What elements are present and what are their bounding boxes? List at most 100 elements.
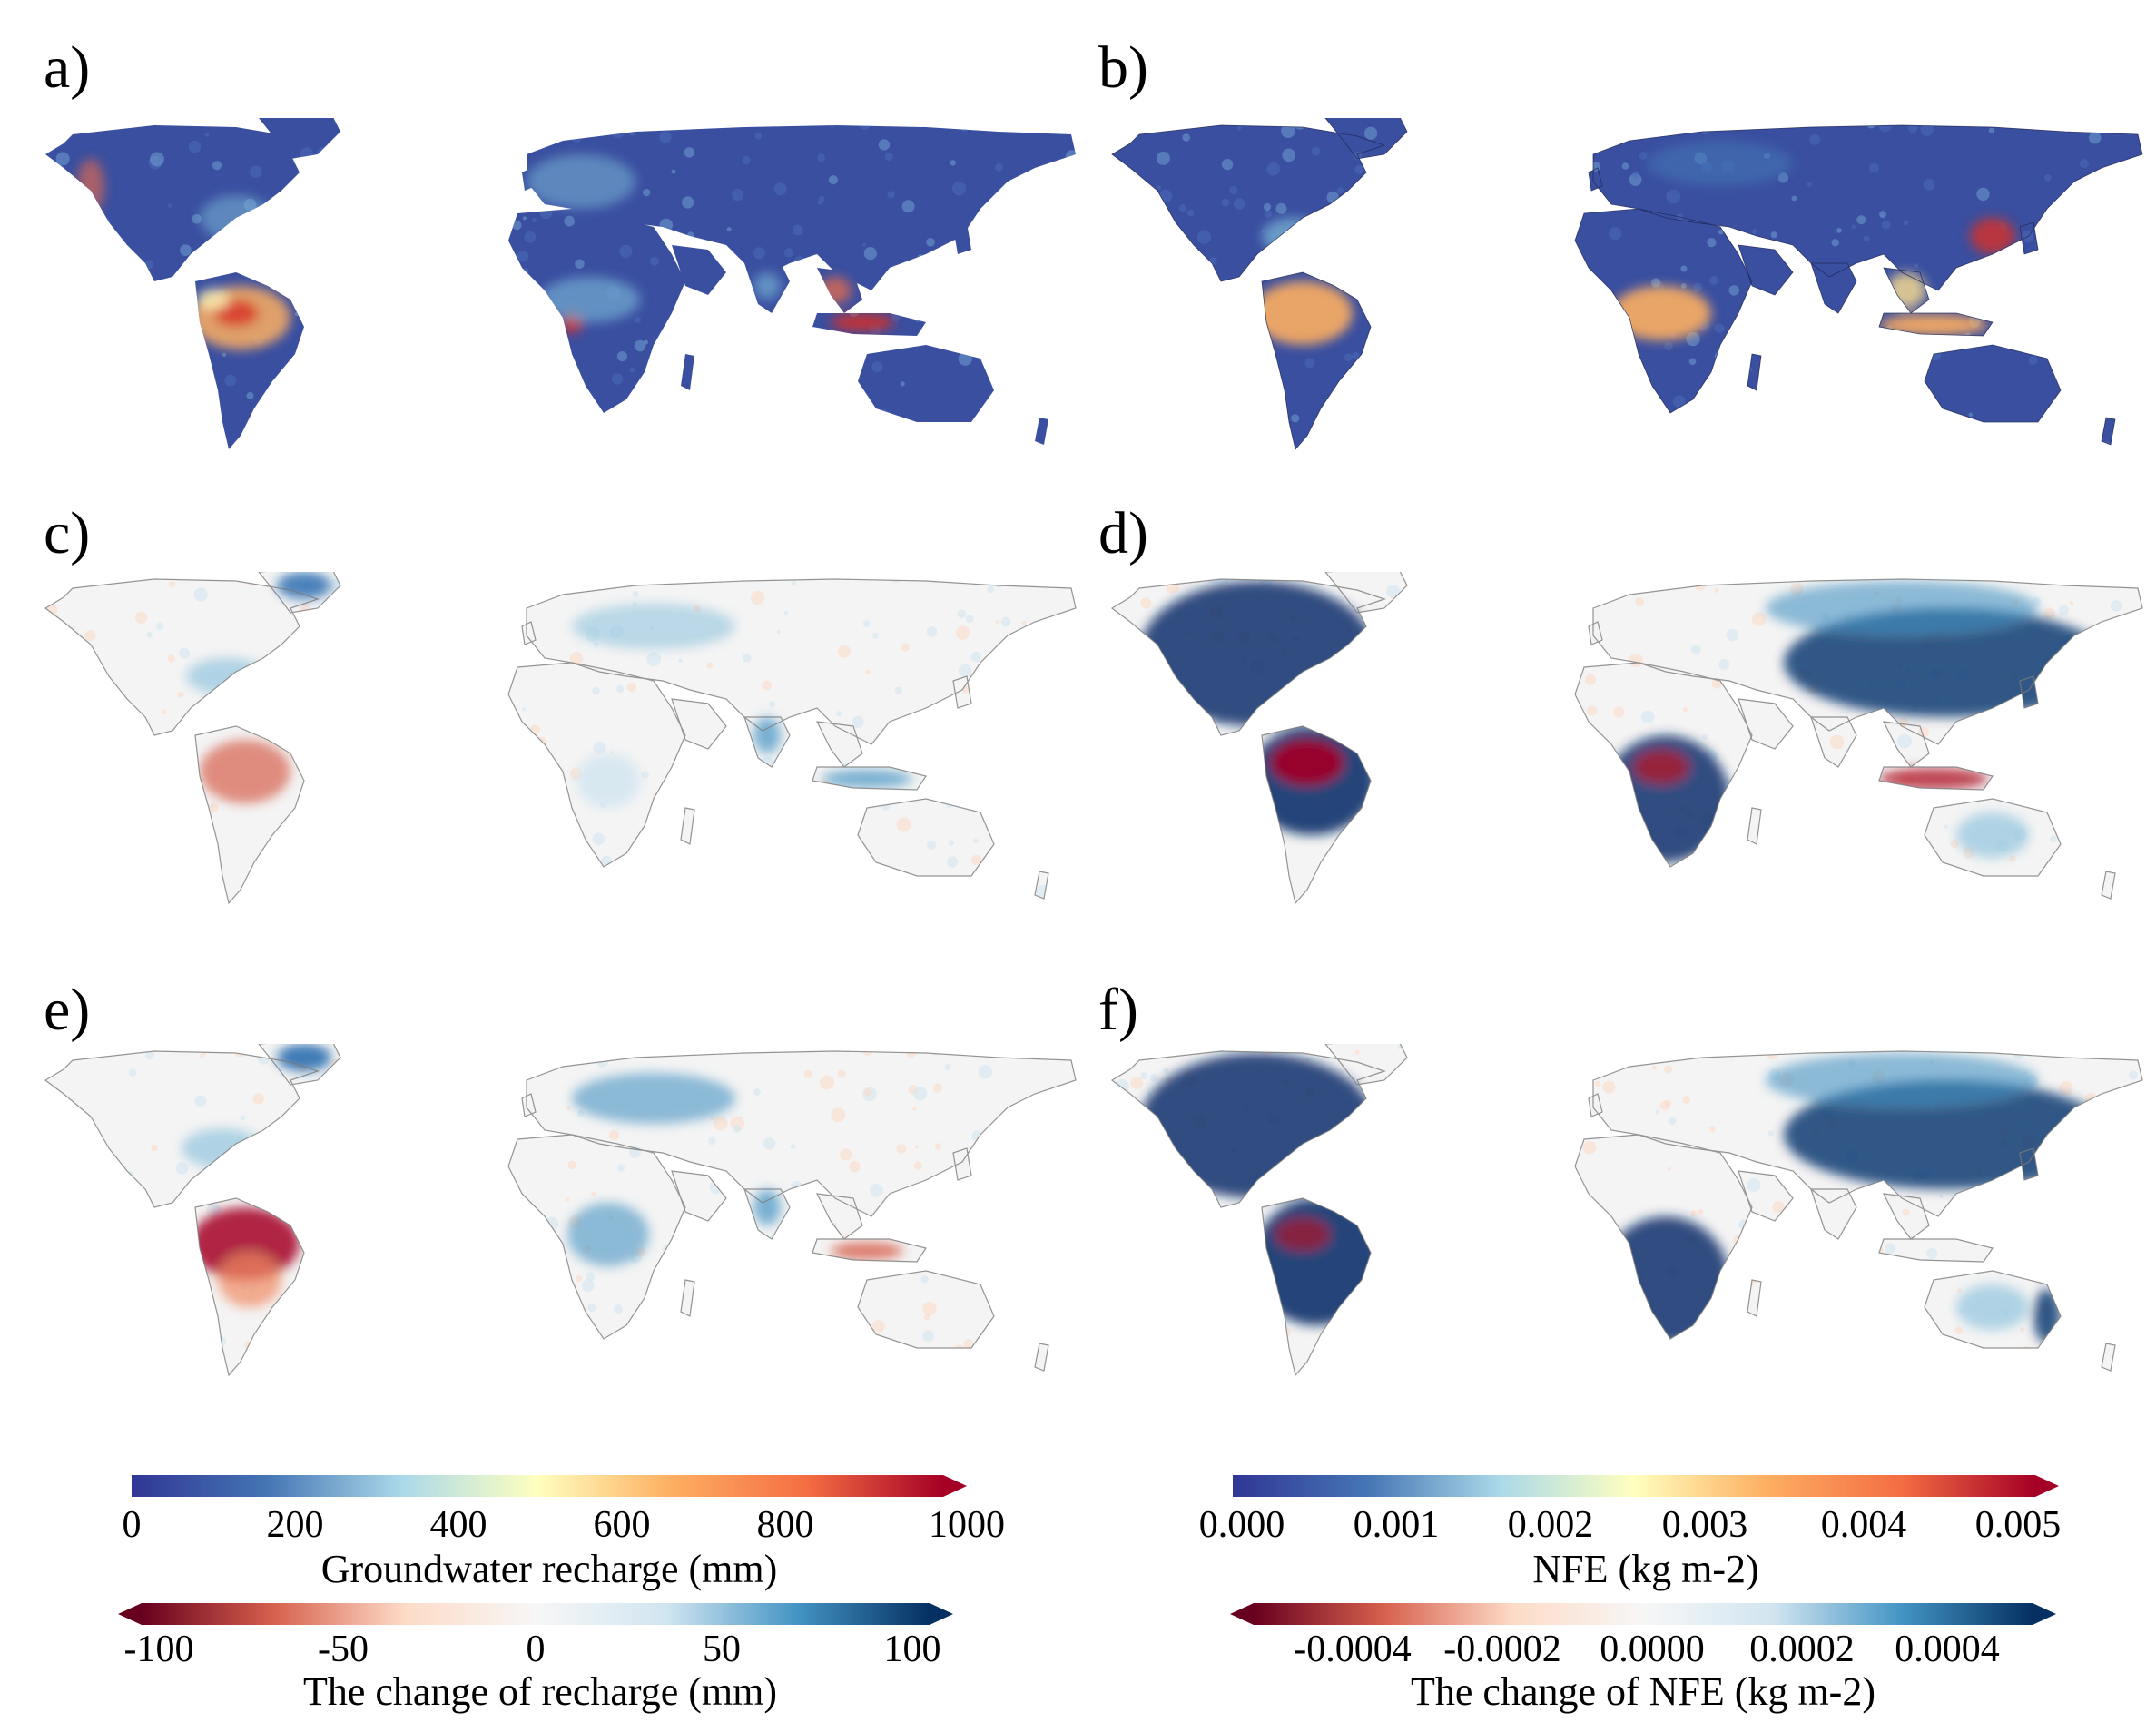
map-e-outline-arabia [671, 1170, 727, 1222]
map-d-outline-newZealand [2101, 871, 2116, 900]
panel-label-a: a) [44, 34, 91, 101]
map-e-outline-southAmerica [194, 1197, 305, 1377]
map-b-patch-eurasia [1648, 141, 1793, 186]
map-e-outline-britain [521, 1093, 537, 1117]
map-c-outline-eurasia [526, 578, 1077, 745]
map-b-coastline [1111, 118, 2143, 450]
map-b [1111, 118, 2143, 450]
map-d-outline-indonesia [1878, 766, 1994, 791]
colorbar-nfe-change-gradient-max-arrow [2033, 1603, 2056, 1625]
map-f [1110, 1044, 2143, 1377]
map-c-outline-india [743, 716, 791, 768]
map-d-outline-australia [1924, 798, 2062, 877]
map-e-land [45, 1044, 1076, 1375]
colorbar-nfe-change: -0.0004 -0.0002 0.0000 0.0002 0.0004 The… [1230, 1603, 2056, 1712]
map-e-outline-australia [857, 1270, 995, 1349]
map-f-coastline [1110, 1044, 2143, 1377]
colorbar-nfe-change-gradient-bar [1254, 1603, 2033, 1625]
colorbar-nfe-change-gradient [1230, 1603, 2056, 1625]
map-e-outline-africa [507, 1134, 686, 1340]
map-c-outline-japan [952, 675, 972, 709]
map-f-patch-africa [1602, 1216, 1729, 1343]
map-b-patch-indonesia [1879, 314, 1988, 336]
map-c-outline-indonesia [812, 766, 927, 791]
map-c-outline-seAsia [815, 721, 863, 768]
colorbar-recharge-tick: 800 [756, 1504, 814, 1546]
map-f-outline-newZealand [2101, 1343, 2116, 1372]
map-c-outline-newZealand [1034, 871, 1049, 900]
map-f-outline-indonesia [1878, 1238, 1994, 1263]
colorbar-nfe-gradient-max-arrow [2035, 1475, 2059, 1497]
map-d-patch-northAmerica [1139, 581, 1375, 726]
map-b-outline-eurasia [1592, 124, 2143, 291]
map-e-patch-indonesia [831, 1242, 903, 1260]
colorbar-recharge-gradient [132, 1475, 967, 1497]
map-d-patches [1139, 581, 2111, 862]
map-c-outline-britain [521, 621, 537, 645]
colorbar-recharge: 0 200 400 600 800 1000 Groundwater recha… [123, 1475, 1005, 1589]
map-b-outline-britain [1588, 167, 1603, 192]
colorbar-nfe-change-tick: -0.0004 [1294, 1629, 1412, 1670]
map-c-patch-southAmerica [200, 740, 290, 803]
map-f-patch-eurasia [1766, 1053, 2038, 1107]
map-c-coastline [44, 572, 1077, 905]
map-e [44, 1044, 1077, 1377]
map-c-outline-greenland [258, 572, 341, 614]
map-d-patch-australia [1956, 812, 2029, 858]
colorbar-recharge-gradient-max-arrow [943, 1475, 967, 1497]
map-c-patch-africa [576, 753, 640, 808]
colorbar-recharge-change-tick: 50 [703, 1629, 741, 1670]
map-b-outline-arabia [1738, 244, 1794, 296]
map-d-outline-greenland [1324, 572, 1408, 614]
map-b-outline-northAmerica [1111, 124, 1386, 282]
map-c-patches [186, 572, 912, 808]
map-c-outline-australia [857, 798, 995, 877]
map-e-patch-greenland [277, 1044, 331, 1071]
map-b-outline-seAsia [1883, 267, 1930, 314]
map-f-outline-africa [1574, 1134, 1753, 1340]
map-c-base [45, 572, 1076, 903]
map-d-outline-africa [1574, 662, 1753, 868]
colorbar-nfe-title: NFE (kg m-2) [1532, 1547, 1759, 1591]
colorbar-nfe-gradient [1233, 1475, 2059, 1497]
map-a-patch-northAmerica [200, 195, 272, 241]
map-e-coastline [44, 1044, 1077, 1377]
map-a-patch-africa [540, 277, 640, 322]
map-d-outline-seAsia [1882, 721, 1930, 768]
map-a-patch-indonesia [831, 313, 894, 331]
map-e-outline-eurasia [526, 1050, 1077, 1217]
map-a-patch-india [753, 272, 781, 300]
colorbar-nfe-tick: 0.002 [1507, 1504, 1594, 1546]
colorbar-recharge-title: Groundwater recharge (mm) [320, 1547, 778, 1591]
map-e-patches [182, 1044, 903, 1307]
colorbar-recharge-change-gradient-min-arrow [118, 1603, 142, 1625]
colorbar-recharge-gradient-bar [132, 1475, 943, 1497]
colorbar-recharge-change-tick: 100 [883, 1629, 941, 1670]
map-e-outline-japan [952, 1147, 972, 1181]
map-c-land [45, 572, 1076, 903]
map-f-patch-australia [1956, 1284, 2029, 1330]
map-c-patch-northAmerica [186, 658, 268, 694]
map-c-outline-madagascar [680, 807, 695, 845]
map-e-outline-newZealand [1034, 1343, 1049, 1372]
map-b-patch-africa [1611, 286, 1711, 340]
map-b-patch-southAmerica [1253, 281, 1353, 345]
map-c [44, 572, 1077, 905]
map-f-land [1112, 1044, 2142, 1375]
map-d-patch-southAmerica [1271, 740, 1344, 785]
map-b-land [1112, 118, 2142, 449]
map-e-patch-eurasia [572, 1073, 735, 1124]
panel-label-f: f) [1098, 977, 1138, 1043]
colorbar-nfe-tick: 0.001 [1353, 1504, 1440, 1546]
colorbar-recharge-change-title: The change of recharge (mm) [302, 1669, 778, 1714]
colorbar-nfe-change-title: The change of NFE (kg m-2) [1411, 1669, 1875, 1714]
map-b-outline-africa [1574, 208, 1753, 414]
colorbar-nfe-change-gradient-min-arrow [1230, 1603, 1254, 1625]
map-f-outline-arabia [1738, 1170, 1794, 1222]
colorbar-nfe: 0.000 0.001 0.002 0.003 0.004 0.005 NFE … [1199, 1475, 2061, 1589]
map-c-patch-india [753, 717, 781, 753]
colorbar-recharge-tick: 1000 [929, 1504, 1005, 1546]
map-f-patch-southAmerica [1275, 1218, 1330, 1251]
map-d [1110, 572, 2143, 905]
map-f-outline-southAmerica [1261, 1197, 1372, 1377]
